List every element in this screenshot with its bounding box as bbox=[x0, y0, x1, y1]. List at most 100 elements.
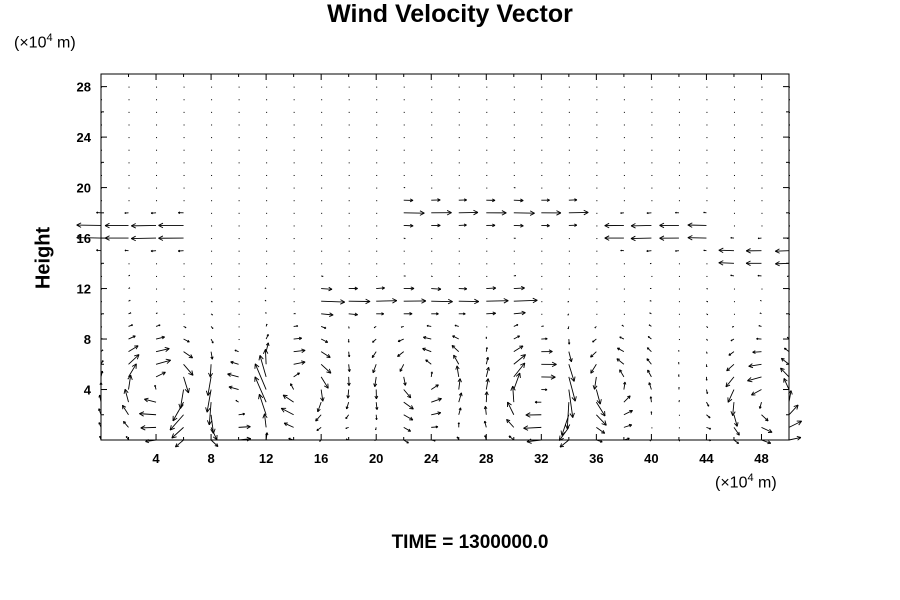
vector-arrow bbox=[706, 426, 712, 430]
vector-dot bbox=[211, 86, 213, 88]
vector-arrow bbox=[403, 275, 406, 277]
x-tick-label: 36 bbox=[589, 451, 603, 466]
vector-dot bbox=[348, 111, 350, 113]
vector-dot bbox=[376, 200, 378, 202]
vector-arrow bbox=[454, 324, 459, 327]
vector-dot bbox=[238, 187, 240, 189]
vector-arrow bbox=[751, 389, 762, 396]
vector-arrow bbox=[595, 401, 606, 417]
vector-arrow bbox=[96, 211, 102, 214]
vector-arrow bbox=[290, 383, 295, 390]
vector-dot bbox=[789, 137, 790, 139]
vector-arrow bbox=[659, 222, 679, 229]
vector-arrow bbox=[155, 335, 165, 340]
vector-dot bbox=[403, 124, 405, 126]
vector-arrow bbox=[399, 364, 405, 372]
vector-dot bbox=[486, 174, 488, 176]
vector-arrow bbox=[678, 387, 680, 390]
vector-arrow bbox=[757, 237, 762, 240]
vector-dot bbox=[678, 263, 680, 265]
vector-dot bbox=[101, 326, 102, 328]
vector-dot bbox=[458, 137, 460, 139]
vector-arrow bbox=[431, 425, 439, 429]
x-axis-unit: (×104 m) bbox=[715, 472, 777, 492]
vector-dot bbox=[458, 111, 460, 113]
x-unit-prefix: (×10 bbox=[715, 474, 748, 492]
y-tick-label: 28 bbox=[77, 80, 91, 95]
vector-arrow bbox=[534, 400, 542, 404]
vector-dot bbox=[733, 174, 735, 176]
vector-dot bbox=[321, 99, 323, 101]
vector-dot bbox=[678, 326, 680, 328]
vector-dot bbox=[321, 212, 323, 214]
vector-arrow bbox=[128, 345, 139, 353]
time-label: TIME = 1300000.0 bbox=[391, 532, 549, 553]
vector-arrow bbox=[177, 249, 184, 253]
vector-dot bbox=[706, 111, 708, 113]
vector-arrow bbox=[733, 439, 740, 444]
vector-arrow bbox=[431, 298, 453, 305]
vector-dot bbox=[101, 111, 102, 113]
vector-dot bbox=[376, 149, 378, 151]
vector-dot bbox=[513, 99, 515, 101]
vector-dot bbox=[348, 200, 350, 202]
vector-arrow bbox=[403, 210, 425, 216]
vector-dot bbox=[293, 187, 295, 189]
vector-arrow bbox=[458, 298, 479, 305]
vector-dot bbox=[486, 86, 488, 88]
vector-dot bbox=[541, 149, 543, 151]
vector-arrow bbox=[705, 364, 708, 368]
vector-arrow bbox=[183, 326, 187, 329]
vector-arrow bbox=[596, 427, 606, 434]
vector-arrow bbox=[400, 325, 404, 328]
vector-dot bbox=[238, 99, 240, 101]
vector-dot bbox=[293, 212, 295, 214]
vector-arrow bbox=[96, 249, 102, 252]
vector-arrow bbox=[158, 235, 184, 241]
vector-dot bbox=[651, 86, 653, 88]
vector-dot bbox=[513, 174, 515, 176]
vector-arrow bbox=[125, 435, 129, 441]
vector-dot bbox=[568, 111, 570, 113]
vector-arrow bbox=[258, 393, 267, 415]
vector-dot bbox=[651, 275, 653, 277]
vector-arrow bbox=[345, 438, 349, 441]
vector-dot bbox=[293, 288, 295, 290]
vector-arrow bbox=[348, 298, 371, 305]
vector-dot bbox=[541, 250, 543, 252]
vector-dot bbox=[101, 137, 102, 139]
vector-dot bbox=[376, 162, 378, 164]
vector-arrow bbox=[210, 427, 218, 441]
vector-arrow bbox=[210, 300, 213, 303]
vector-arrow bbox=[621, 324, 625, 327]
vector-arrow bbox=[453, 354, 460, 365]
vector-dot bbox=[293, 86, 295, 88]
vector-dot bbox=[238, 111, 240, 113]
vector-dot bbox=[789, 313, 790, 315]
vector-arrow bbox=[513, 372, 521, 390]
vector-dot bbox=[101, 162, 102, 164]
vector-dot bbox=[486, 187, 488, 189]
vector-arrow bbox=[706, 401, 710, 407]
vector-dot bbox=[156, 174, 158, 176]
vector-arrow bbox=[183, 351, 194, 359]
vector-arrow bbox=[234, 349, 239, 353]
vector-arrow bbox=[98, 422, 102, 428]
vector-dot bbox=[596, 313, 598, 315]
vector-dot bbox=[376, 99, 378, 101]
vector-dot bbox=[321, 86, 323, 88]
vector-dot bbox=[706, 174, 708, 176]
vector-arrow bbox=[374, 389, 379, 400]
vector-dot bbox=[101, 313, 102, 315]
vector-arrow bbox=[513, 354, 526, 365]
x-tick-label: 20 bbox=[369, 451, 383, 466]
vector-dot bbox=[101, 124, 102, 126]
vector-arrow bbox=[228, 385, 239, 390]
x-unit-exponent: 4 bbox=[747, 472, 754, 484]
vector-dot bbox=[403, 111, 405, 113]
vector-dot bbox=[789, 326, 790, 328]
vector-dot bbox=[211, 137, 213, 139]
vector-dot bbox=[541, 313, 543, 315]
vector-dot bbox=[348, 225, 350, 227]
vector-dot bbox=[789, 124, 790, 126]
